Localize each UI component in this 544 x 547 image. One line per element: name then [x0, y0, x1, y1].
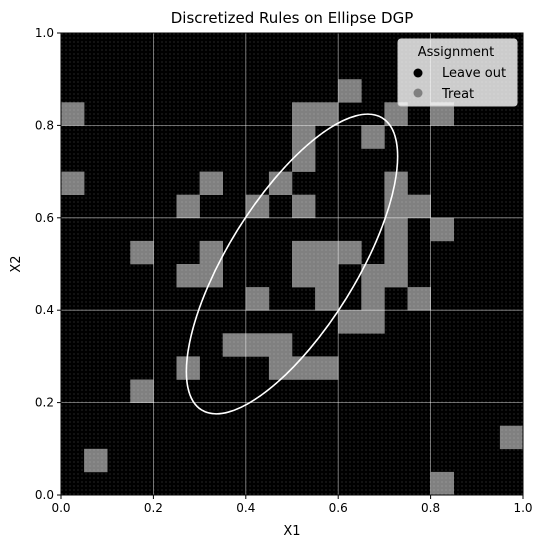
x-tick-label-0: 0.0 [51, 501, 70, 515]
y-tick-label-1: 0.2 [35, 396, 54, 410]
x-tick-label-1: 0.2 [144, 501, 163, 515]
legend: Assignment Leave out Treat [397, 38, 518, 107]
y-tick-label-3: 0.6 [35, 211, 54, 225]
ellipse-boundary [185, 113, 399, 415]
x-tick-label-5: 1.0 [513, 501, 532, 515]
gridlines [61, 33, 523, 495]
y-tick-label-0: 0.0 [35, 488, 54, 502]
y-tick-label-4: 0.8 [35, 118, 54, 132]
legend-marker-treat [413, 88, 423, 98]
legend-label-treat: Treat [441, 87, 474, 102]
y-tick-label-5: 1.0 [35, 26, 54, 40]
x-tick-label-3: 0.6 [329, 501, 348, 515]
chart-title: Discretized Rules on Ellipse DGP [171, 9, 414, 27]
x-axis-ticks: 0.0 0.2 0.4 0.6 0.8 1.0 [51, 495, 533, 515]
x-tick-label-2: 0.4 [236, 501, 255, 515]
legend-label-leave-out: Leave out [442, 66, 506, 81]
y-tick-label-2: 0.4 [35, 303, 54, 317]
x-axis-label: X1 [283, 524, 300, 539]
plot-frame [60, 32, 524, 496]
y-axis-label: X2 [9, 255, 24, 272]
legend-box [397, 38, 518, 107]
sample-dots [61, 33, 523, 495]
plot-area [61, 33, 523, 495]
y-axis-ticks: 0.0 0.2 0.4 0.6 0.8 1.0 [35, 26, 61, 502]
legend-title: Assignment [418, 45, 495, 60]
legend-marker-leave-out [413, 68, 423, 78]
x-tick-label-4: 0.8 [421, 501, 440, 515]
